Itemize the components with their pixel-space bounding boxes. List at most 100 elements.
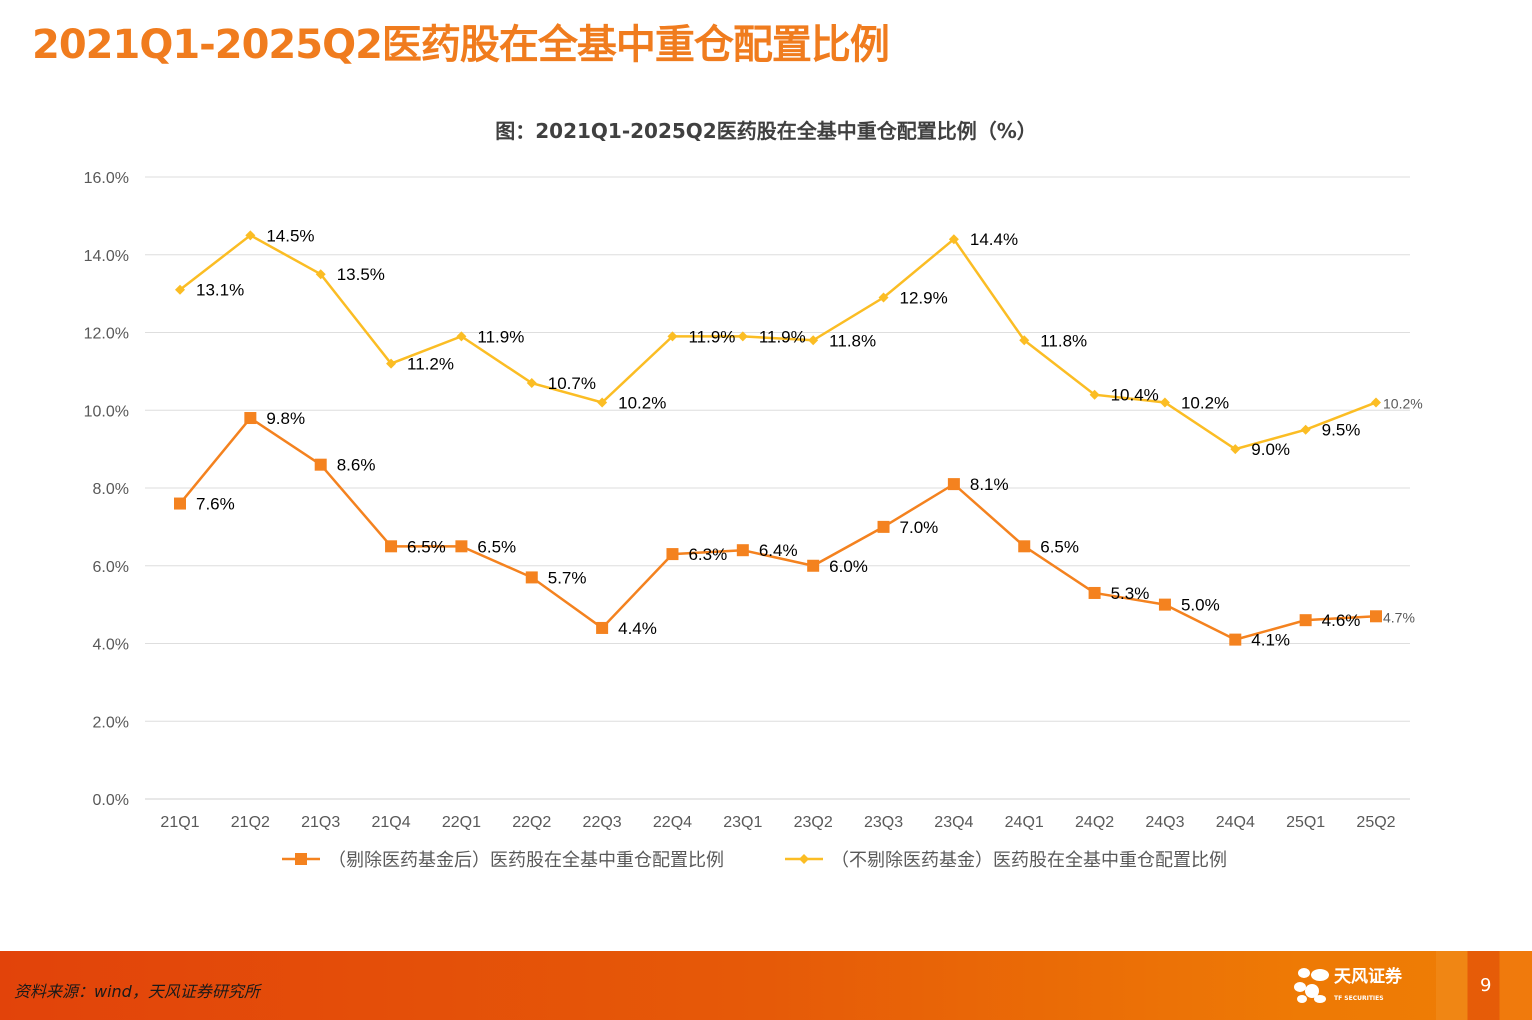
data-label: 7.6% — [196, 495, 235, 514]
legend-label: （剔除医药基金后）医药股在全基中重仓配置比例 — [328, 850, 724, 871]
data-label: 8.6% — [337, 456, 376, 475]
y-tick-label: 2.0% — [93, 714, 129, 731]
series-line — [179, 416, 1377, 641]
data-label: 4.4% — [618, 619, 657, 638]
data-point — [455, 540, 468, 553]
data-label: 10.7% — [548, 374, 596, 393]
x-tick-label: 25Q1 — [1286, 814, 1325, 831]
x-tick-label: 22Q4 — [653, 814, 692, 831]
logo-text: 天风证券 — [1334, 967, 1402, 987]
data-label: 11.9% — [759, 327, 806, 346]
page-number: 9 — [1480, 975, 1492, 996]
data-label: 5.0% — [1181, 596, 1220, 615]
data-label: 7.0% — [900, 518, 939, 537]
x-tick-label: 23Q1 — [723, 814, 762, 831]
company-logo: 天风证券 TF SECURITIES — [1292, 965, 1422, 1009]
data-point — [1371, 397, 1381, 408]
decorative-tiles — [1436, 951, 1532, 1020]
data-point — [666, 548, 679, 561]
x-tick-label: 21Q3 — [301, 814, 340, 831]
x-tick-label: 24Q1 — [1005, 814, 1044, 831]
data-point — [1159, 397, 1170, 408]
y-tick-label: 0.0% — [93, 792, 129, 809]
data-label: 5.3% — [1111, 584, 1150, 603]
x-tick-label: 22Q3 — [583, 814, 622, 831]
y-tick-label: 16.0% — [84, 170, 129, 187]
data-point — [1230, 444, 1241, 455]
data-point — [808, 335, 819, 346]
data-label: 13.1% — [196, 281, 244, 300]
x-tick-label: 23Q4 — [934, 814, 973, 831]
x-tick-label: 25Q2 — [1356, 814, 1395, 831]
data-point — [245, 230, 256, 241]
data-label: 11.9% — [477, 327, 524, 346]
data-label: 11.8% — [829, 331, 876, 350]
x-tick-label: 23Q2 — [794, 814, 833, 831]
logo-subtext: TF SECURITIES — [1334, 995, 1384, 1002]
data-label: 5.7% — [548, 568, 587, 587]
data-label: 4.7% — [1383, 609, 1415, 625]
data-label: 14.5% — [266, 226, 314, 245]
line-chart: 0.0% 2.0% 4.0% 6.0% 8.0% 10.0% 12.0% 14.0% 16.0%… — [84, 170, 1423, 871]
data-point — [1299, 614, 1312, 627]
data-label: 9.8% — [266, 409, 305, 428]
data-label: 14.4% — [970, 230, 1018, 249]
x-tick-label: 24Q3 — [1145, 814, 1184, 831]
data-point — [737, 331, 748, 342]
data-label: 13.5% — [337, 265, 385, 284]
x-tick-label: 21Q2 — [231, 814, 270, 831]
y-tick-label: 8.0% — [93, 481, 129, 498]
legend-marker — [295, 853, 307, 865]
data-point — [948, 234, 959, 245]
data-label: 10.2% — [1383, 395, 1423, 411]
data-point — [1229, 633, 1242, 646]
x-tick-label: 21Q4 — [371, 814, 410, 831]
slide-title: 2021Q1-2025Q2医药股在全基中重仓配置比例 — [32, 22, 890, 68]
data-label: 11.2% — [407, 355, 454, 374]
data-point — [947, 478, 960, 491]
data-point — [175, 284, 185, 295]
chart-title: 图：2021Q1-2025Q2医药股在全基中重仓配置比例（%） — [495, 119, 1037, 143]
x-tick-label: 21Q1 — [160, 814, 199, 831]
data-label: 10.2% — [1181, 393, 1229, 412]
data-label: 6.5% — [407, 537, 446, 556]
data-point — [1019, 335, 1030, 346]
y-tick-label: 12.0% — [84, 326, 129, 343]
flower-logo-icon — [1294, 968, 1329, 1003]
footer-bar: 资料来源：wind，天风证券研究所 天风证券 TF SECURITIES 9 — [0, 951, 1532, 1020]
x-tick-label: 22Q1 — [442, 814, 481, 831]
data-label: 6.3% — [688, 545, 727, 564]
data-point — [385, 540, 398, 553]
data-point — [736, 544, 749, 557]
data-point — [667, 331, 678, 342]
data-label: 8.1% — [970, 475, 1009, 494]
data-label: 4.1% — [1251, 631, 1290, 650]
data-point — [597, 397, 608, 408]
y-tick-label: 10.0% — [84, 403, 129, 420]
data-point — [877, 520, 890, 533]
data-point — [1158, 598, 1171, 611]
data-point — [1089, 389, 1100, 400]
data-label: 4.6% — [1322, 611, 1361, 630]
data-point — [174, 497, 186, 510]
legend-marker — [799, 854, 809, 864]
data-label: 11.8% — [1040, 331, 1087, 350]
data-label: 10.4% — [1111, 386, 1159, 405]
data-point — [315, 269, 326, 280]
data-point — [314, 458, 327, 471]
data-label: 9.5% — [1322, 421, 1361, 440]
data-point — [1300, 424, 1311, 435]
data-label: 12.9% — [900, 289, 948, 308]
data-label: 6.5% — [1040, 537, 1079, 556]
x-tick-label: 24Q2 — [1075, 814, 1114, 831]
data-point — [1088, 586, 1101, 599]
data-label: 11.9% — [688, 327, 735, 346]
data-point — [878, 292, 889, 303]
data-point — [596, 621, 609, 634]
data-point — [526, 378, 537, 389]
data-point — [1018, 540, 1031, 553]
data-label: 9.0% — [1251, 440, 1290, 459]
data-label: 6.4% — [759, 541, 798, 560]
x-tick-label: 23Q3 — [864, 814, 903, 831]
data-point — [807, 559, 820, 572]
